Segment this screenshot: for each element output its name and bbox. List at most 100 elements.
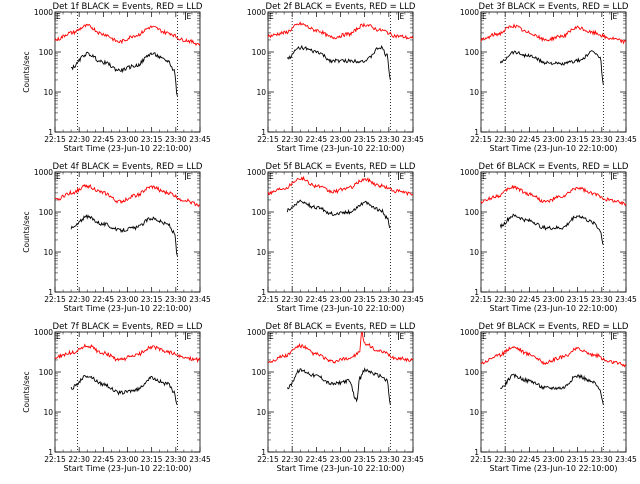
x-tick-label: 23:15 [141, 295, 163, 304]
x-axis-label: Start Time (23-Jun-10 22:10:00) [277, 464, 405, 473]
x-tick-label: 22:30 [494, 295, 516, 304]
x-tick-label: 22:30 [281, 135, 303, 144]
x-tick-label: 22:30 [68, 455, 90, 464]
x-tick-label: 23:15 [354, 295, 376, 304]
chart-title: Det 5f BLACK = Events, RED = LLD [266, 162, 416, 172]
chart-title: Det 4f BLACK = Events, RED = LLD [53, 162, 203, 172]
x-tick-label: 23:30 [165, 295, 187, 304]
lld-series-line [267, 175, 414, 197]
y-tick-label: 1 [474, 448, 479, 457]
x-tick-label: 22:45 [306, 135, 328, 144]
chart-panel-3: Det 3f BLACK = Events, RED = LLD 1 10 100 10… [460, 2, 637, 153]
x-tick-label: 23:45 [615, 455, 637, 464]
x-tick-label: 22:30 [68, 135, 90, 144]
y-tick-label: 1000 [34, 328, 53, 337]
y-tick-label: 1 [48, 288, 53, 297]
marker-label: E [613, 12, 618, 21]
y-tick-label: 100 [39, 48, 54, 57]
y-tick-label: 1000 [247, 8, 266, 17]
marker-label: E [56, 332, 61, 341]
lld-series-line [54, 183, 201, 208]
marker-label: E [56, 12, 61, 21]
plot-frame [480, 171, 627, 293]
marker-label: E [269, 12, 274, 21]
chart-title: Det 3f BLACK = Events, RED = LLD [479, 2, 629, 12]
lld-series-line [54, 23, 201, 46]
x-tick-label: 22:15 [470, 135, 492, 144]
marker-label: E [482, 172, 487, 181]
marker-label: E [400, 172, 405, 181]
x-tick-label: 23:15 [567, 295, 589, 304]
y-tick-label: 10 [256, 408, 266, 417]
x-tick-label: 22:30 [68, 295, 90, 304]
x-tick-label: 22:15 [470, 455, 492, 464]
x-tick-label: 23:00 [330, 455, 352, 464]
x-tick-label: 22:45 [306, 455, 328, 464]
x-tick-label: 23:00 [543, 295, 565, 304]
x-tick-label: 23:00 [330, 295, 352, 304]
y-axis-label: Counts/sec [22, 51, 31, 92]
x-tick-label: 22:30 [494, 135, 516, 144]
events-series-line [70, 51, 178, 97]
x-tick-label: 22:30 [494, 455, 516, 464]
marker-label: E [187, 332, 192, 341]
y-tick-label: 1000 [460, 328, 479, 337]
y-tick-label: 10 [43, 408, 53, 417]
marker-label: E [400, 12, 405, 21]
y-tick-label: 100 [252, 368, 267, 377]
x-tick-label: 23:15 [354, 135, 376, 144]
x-tick-label: 23:15 [354, 455, 376, 464]
x-tick-label: 22:45 [93, 135, 115, 144]
y-tick-label: 1 [261, 128, 266, 137]
y-tick-label: 10 [469, 88, 479, 97]
y-tick-label: 10 [43, 248, 53, 257]
x-tick-label: 23:30 [165, 135, 187, 144]
x-tick-label: 23:45 [402, 135, 424, 144]
chart-title: Det 1f BLACK = Events, RED = LLD [53, 2, 203, 12]
y-tick-label: 1 [48, 448, 53, 457]
y-tick-label: 1000 [460, 8, 479, 17]
chart-panel-1: Det 1f BLACK = Events, RED = LLD 1 10 100 10… [22, 2, 211, 153]
marker-label: E [187, 12, 192, 21]
y-axis-label: Counts/sec [22, 211, 31, 252]
chart-panel-4: Det 4f BLACK = Events, RED = LLD 1 10 100 10… [22, 162, 211, 313]
x-tick-label: 22:45 [519, 295, 541, 304]
x-tick-label: 22:45 [519, 455, 541, 464]
events-series-line [499, 213, 604, 246]
y-tick-label: 1000 [460, 168, 479, 177]
x-tick-label: 23:30 [165, 455, 187, 464]
marker-label: E [56, 172, 61, 181]
lld-series-line [267, 331, 414, 364]
chart-panel-9: Det 9f BLACK = Events, RED = LLD 1 10 100 10… [460, 322, 637, 473]
x-tick-label: 23:00 [543, 135, 565, 144]
events-series-line [286, 367, 391, 406]
plot-frame [267, 171, 414, 293]
x-tick-label: 23:00 [330, 135, 352, 144]
marker-label: E [269, 172, 274, 181]
y-tick-label: 1000 [247, 328, 266, 337]
marker-label: E [613, 332, 618, 341]
y-tick-label: 1000 [34, 8, 53, 17]
events-series-line [286, 44, 391, 81]
events-series-line [286, 199, 391, 229]
lld-series-line [54, 343, 201, 364]
x-tick-label: 23:15 [567, 455, 589, 464]
chart-panel-2: Det 2f BLACK = Events, RED = LLD 1 10 100 10… [247, 2, 424, 153]
x-tick-label: 23:45 [615, 135, 637, 144]
chart-title: Det 8f BLACK = Events, RED = LLD [266, 322, 416, 332]
lld-series-line [267, 21, 414, 40]
x-tick-label: 23:45 [189, 295, 211, 304]
x-tick-label: 23:45 [402, 295, 424, 304]
x-tick-label: 23:00 [543, 455, 565, 464]
y-tick-label: 10 [469, 248, 479, 257]
x-tick-label: 23:15 [141, 135, 163, 144]
x-tick-label: 22:30 [281, 295, 303, 304]
events-series-line [500, 373, 604, 406]
y-tick-label: 100 [465, 368, 480, 377]
x-tick-label: 23:30 [591, 135, 613, 144]
chart-panel-8: Det 8f BLACK = Events, RED = LLD 1 10 100 10… [247, 322, 424, 473]
y-tick-label: 1000 [247, 168, 266, 177]
x-axis-label: Start Time (23-Jun-10 22:10:00) [277, 304, 405, 313]
